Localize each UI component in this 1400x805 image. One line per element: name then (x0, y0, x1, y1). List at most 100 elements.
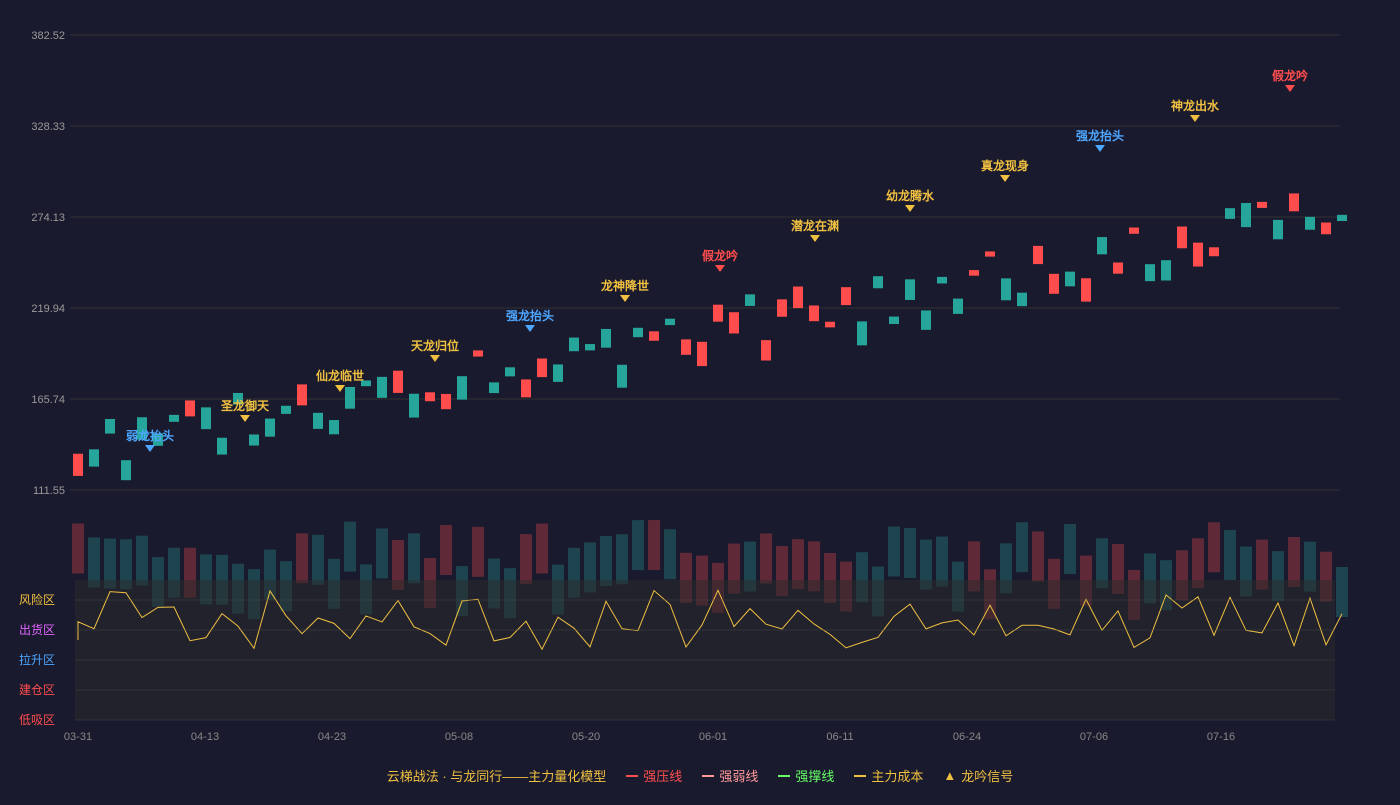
zone-label: 风险区 (19, 592, 55, 607)
candle (745, 294, 755, 306)
signal-label: 幼龙腾水 (886, 188, 935, 203)
candle (521, 379, 531, 397)
zone-label: 拉升区 (19, 652, 55, 667)
volume-bar (1224, 530, 1236, 580)
x-tick-label: 04-13 (191, 731, 219, 743)
candle (985, 251, 995, 256)
volume-bar (472, 527, 484, 577)
candle (73, 454, 83, 476)
candle (393, 371, 403, 393)
y-tick-label: 165.74 (31, 394, 65, 406)
candle (297, 384, 307, 405)
candle (809, 305, 819, 321)
signal-arrow (1285, 85, 1295, 92)
signal-label: 天龙归位 (411, 338, 459, 353)
x-tick-label: 05-20 (572, 731, 600, 743)
x-tick-label: 04-23 (318, 731, 346, 743)
candle (617, 365, 627, 388)
signal-label: 强龙抬头 (506, 308, 554, 323)
volume-bar (1336, 567, 1348, 617)
volume-bar (888, 527, 900, 577)
candle (1193, 243, 1203, 267)
signal-arrow (620, 295, 630, 302)
volume-bar (1032, 531, 1044, 581)
candle (953, 299, 963, 314)
candle (105, 419, 115, 434)
candle (665, 319, 675, 325)
volume-bar (344, 522, 356, 572)
candle (793, 287, 803, 309)
signal-arrow (145, 445, 155, 452)
signal-label: 圣龙御天 (220, 398, 270, 413)
legend-item: 强撑线 (778, 766, 834, 785)
y-tick-label: 274.13 (31, 212, 65, 224)
zone-label: 出货区 (19, 622, 55, 637)
candle (457, 376, 467, 399)
candle (201, 407, 211, 429)
signal-arrow (1000, 175, 1010, 182)
y-axis-group: 382.52 328.33 274.13 219.94 165.74 111.55 (31, 30, 1340, 497)
signal-arrow (1190, 115, 1200, 122)
candle (473, 350, 483, 356)
y-tick-label: 219.94 (31, 303, 65, 315)
x-tick-label: 06-11 (826, 731, 853, 743)
candle (905, 279, 915, 300)
candle (713, 305, 723, 322)
candle (969, 270, 979, 276)
candle (1113, 262, 1123, 273)
sub-chart-group (75, 580, 1342, 720)
volume-bar (664, 529, 676, 579)
volume-bar (408, 533, 420, 583)
y-tick-label: 382.52 (31, 30, 65, 42)
volume-bar (632, 520, 644, 570)
candle (857, 321, 867, 345)
volume-bar (376, 528, 388, 578)
candle (681, 339, 691, 354)
zone-label: 低吸区 (19, 713, 55, 727)
x-tick-label: 03-31 (64, 731, 92, 743)
candle (537, 358, 547, 377)
signal-arrow (1095, 145, 1105, 152)
x-tick-label: 07-06 (1080, 731, 1108, 743)
legend-title: 云梯战法 · 与龙同行——主力量化模型 (387, 766, 607, 785)
candle (777, 299, 787, 316)
candle (121, 460, 131, 480)
candle (873, 276, 883, 288)
candle (1305, 217, 1315, 230)
volume-bar (904, 528, 916, 578)
signal-label: 龙神降世 (601, 278, 649, 293)
candle (761, 340, 771, 360)
candle (1049, 274, 1059, 294)
candle (441, 394, 451, 409)
signal-label: 潜龙在渊 (791, 218, 839, 233)
candle (729, 312, 739, 333)
candle (1321, 223, 1331, 235)
signal-arrow (810, 235, 820, 242)
candle (697, 342, 707, 366)
volume-bar (936, 537, 948, 587)
volume-bar (648, 520, 660, 570)
signal-arrow (905, 205, 915, 212)
candle (489, 382, 499, 393)
volume-bar (616, 534, 628, 584)
candle (1017, 293, 1027, 307)
candle (1001, 278, 1011, 300)
legend-item: ▲ 龙吟信号 (943, 766, 1013, 785)
volume-bar (296, 533, 308, 583)
candle (409, 394, 419, 418)
volume-bar (760, 533, 772, 583)
volume-bar (1288, 537, 1300, 587)
volume-bar (440, 525, 452, 575)
candle (585, 344, 595, 350)
candle (217, 438, 227, 455)
candle (185, 400, 195, 416)
candle (345, 387, 355, 409)
candle (825, 322, 835, 328)
candle (1289, 193, 1299, 211)
candle (937, 277, 947, 284)
candle (841, 287, 851, 305)
x-tick-label: 06-24 (953, 731, 981, 743)
x-tick-label: 06-01 (699, 731, 727, 743)
candle (1225, 208, 1235, 219)
signal-label: 假龙吟 (1272, 68, 1308, 83)
